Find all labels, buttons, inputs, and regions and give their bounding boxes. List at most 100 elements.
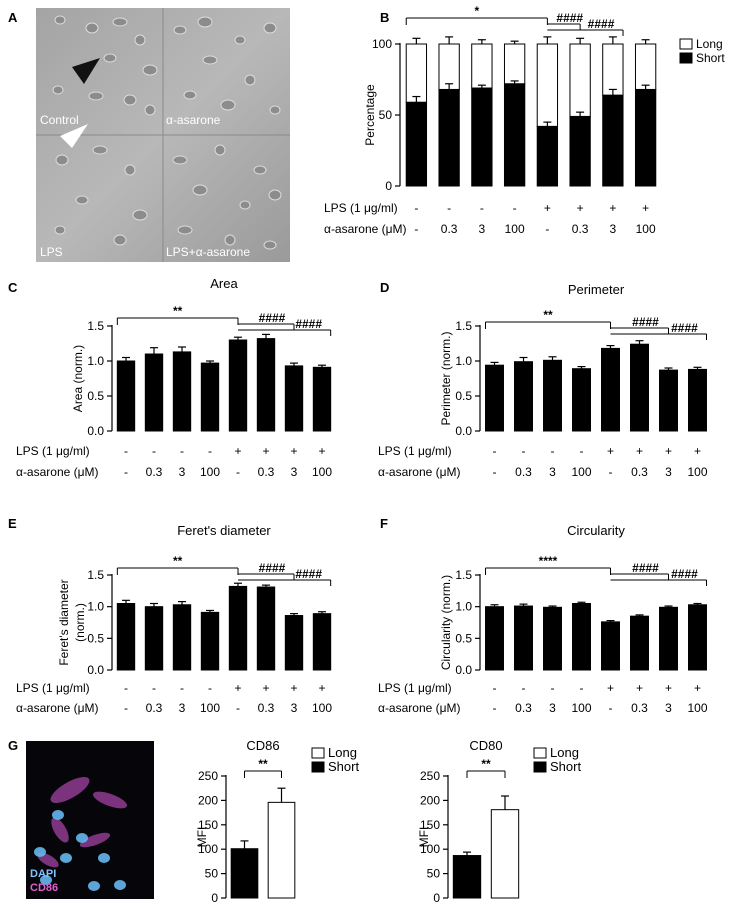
lps-value: - <box>580 681 584 695</box>
bar <box>659 369 678 432</box>
cell <box>132 209 148 221</box>
fluorescence-image <box>26 741 154 899</box>
bar <box>572 603 591 671</box>
bar-long <box>471 43 493 89</box>
asarone-value: 0.3 <box>572 222 589 236</box>
y-axis-label: MFI <box>417 827 431 848</box>
bar <box>659 606 678 671</box>
lps-value: + <box>642 201 649 215</box>
bar <box>228 339 248 432</box>
lps-value: - <box>551 444 555 458</box>
cell <box>183 90 197 100</box>
cell <box>75 195 89 205</box>
y-tick-label: 0.5 <box>87 631 104 645</box>
quadrant-label-control: Control <box>40 113 79 127</box>
stain-label-dapi: DAPI <box>30 868 56 880</box>
arrowhead-black-icon <box>72 58 100 84</box>
bar-long <box>602 43 624 96</box>
asarone-value: 3 <box>665 701 672 715</box>
lps-value: + <box>636 444 643 458</box>
cd86-signal <box>51 817 69 843</box>
cell <box>144 104 156 116</box>
legend-label: Short <box>696 51 725 65</box>
asarone-value: 0.3 <box>515 701 532 715</box>
y-axis-label: Perimeter (norm.) <box>439 331 453 425</box>
cell <box>103 53 117 63</box>
chart-e: E Feret's diameter 0.0 0.5 1.0 1.5 Feret's dia… <box>8 516 332 715</box>
y-axis-label: Percentage <box>363 84 377 146</box>
asarone-value: 100 <box>687 465 707 479</box>
quadrant-label-lps-asarone: LPS+α-asarone <box>166 245 250 259</box>
significance-label: #### <box>632 315 659 329</box>
bar <box>284 365 304 432</box>
asarone-value: 0.3 <box>258 465 275 479</box>
y-tick-label: 0 <box>433 891 440 904</box>
significance-label: ** <box>173 554 183 568</box>
cell <box>202 55 218 65</box>
legend-label: Long <box>328 745 357 760</box>
significance-label: * <box>474 4 479 18</box>
cell <box>220 99 236 111</box>
dapi-nucleus <box>114 880 126 890</box>
panel-label-e: E <box>8 516 17 531</box>
bar <box>452 855 482 899</box>
significance-label: #### <box>632 561 659 575</box>
panel-label-a: A <box>8 10 18 25</box>
bar <box>601 347 620 432</box>
cell <box>244 74 256 86</box>
asarone-value: - <box>236 701 240 715</box>
lps-value: + <box>544 201 551 215</box>
lps-value: + <box>665 444 672 458</box>
y-tick-label: 1.0 <box>455 600 472 614</box>
bar <box>688 368 707 432</box>
lps-value: + <box>318 444 325 458</box>
chart-title: Circularity <box>567 523 625 538</box>
asarone-value: 3 <box>610 222 617 236</box>
cell <box>253 165 267 175</box>
lps-value: - <box>493 444 497 458</box>
y-tick-label: 200 <box>198 793 218 807</box>
lps-value: - <box>414 201 418 215</box>
cell <box>214 144 226 156</box>
y-tick-label: 50 <box>379 108 393 122</box>
y-tick-label: 0.0 <box>87 424 104 438</box>
cd86-signal <box>92 791 128 809</box>
cell <box>112 17 128 27</box>
bar-short <box>438 88 460 187</box>
bar <box>543 359 562 432</box>
y-tick-label: 0.0 <box>455 424 472 438</box>
asarone-value: - <box>493 701 497 715</box>
bar <box>172 604 192 671</box>
lps-row-label: LPS (1 μg/ml) <box>378 444 452 458</box>
asarone-value: 3 <box>479 222 486 236</box>
lps-value: - <box>180 681 184 695</box>
asarone-value: - <box>545 222 549 236</box>
bar <box>144 353 164 432</box>
lps-value: + <box>290 681 297 695</box>
asarone-value: - <box>124 701 128 715</box>
y-tick-label: 100 <box>372 37 392 51</box>
lps-value: - <box>124 681 128 695</box>
chart-title: Perimeter <box>568 282 625 297</box>
significance-label: #### <box>588 17 615 31</box>
y-tick-label: 1.0 <box>87 600 104 614</box>
legend-swatch <box>311 761 325 773</box>
y-tick-label: 250 <box>420 769 440 783</box>
legend-swatch <box>679 38 693 50</box>
panel-label-f: F <box>380 516 388 531</box>
lps-value: - <box>208 444 212 458</box>
y-tick-label: 1.5 <box>87 319 104 333</box>
lps-value: - <box>551 681 555 695</box>
asarone-value: 100 <box>571 465 591 479</box>
arrowhead-white-icon <box>60 124 88 148</box>
panel-g: G DAPI CD86 <box>8 738 154 899</box>
lps-row-label: LPS (1 μg/ml) <box>16 444 90 458</box>
y-axis-label: Circularity (norm.) <box>439 575 453 670</box>
cd86-signal <box>50 777 90 803</box>
cell <box>54 225 66 235</box>
lps-value: + <box>636 681 643 695</box>
bar-short <box>405 101 428 187</box>
bar-long <box>503 43 526 85</box>
lps-value: - <box>480 201 484 215</box>
